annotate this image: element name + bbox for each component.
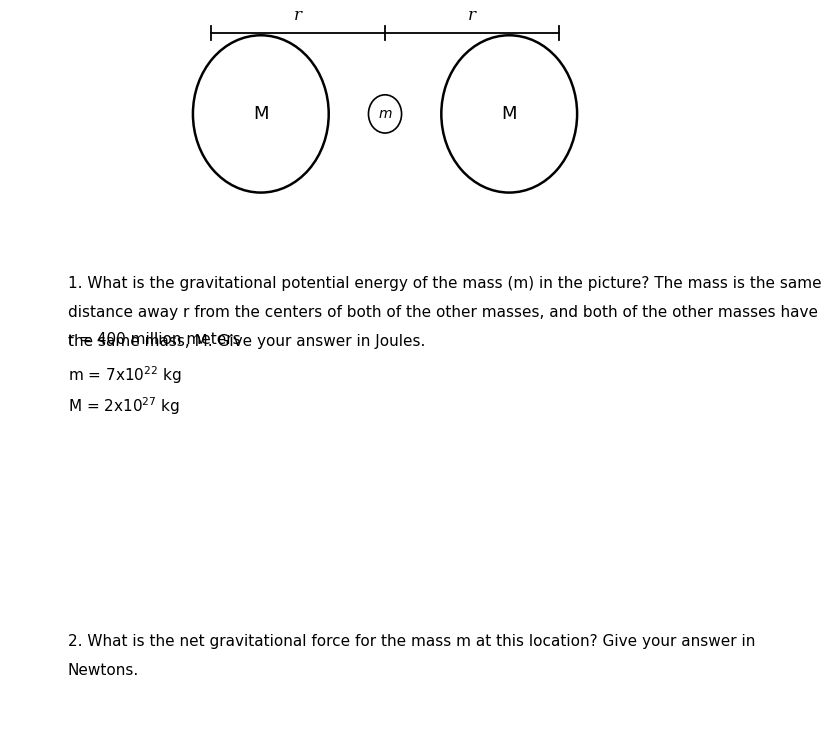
Text: M: M — [501, 105, 516, 123]
Text: m: m — [378, 107, 391, 121]
Text: m = 7x10$^{22}$ kg: m = 7x10$^{22}$ kg — [68, 364, 181, 386]
Text: M: M — [253, 105, 268, 123]
Text: the same mass, M. Give your answer in Joules.: the same mass, M. Give your answer in Jo… — [68, 334, 425, 349]
Text: 2. What is the net gravitational force for the mass m at this location? Give you: 2. What is the net gravitational force f… — [68, 634, 754, 648]
Text: 1. What is the gravitational potential energy of the mass (m) in the picture? Th: 1. What is the gravitational potential e… — [68, 276, 820, 290]
Text: r = 400 million meters: r = 400 million meters — [68, 332, 240, 347]
Text: distance away r from the centers of both of the other masses, and both of the ot: distance away r from the centers of both… — [68, 305, 817, 320]
Text: r: r — [294, 7, 302, 24]
Text: M = 2x10$^{27}$ kg: M = 2x10$^{27}$ kg — [68, 395, 179, 417]
Text: Newtons.: Newtons. — [68, 663, 139, 678]
Text: r: r — [467, 7, 476, 24]
